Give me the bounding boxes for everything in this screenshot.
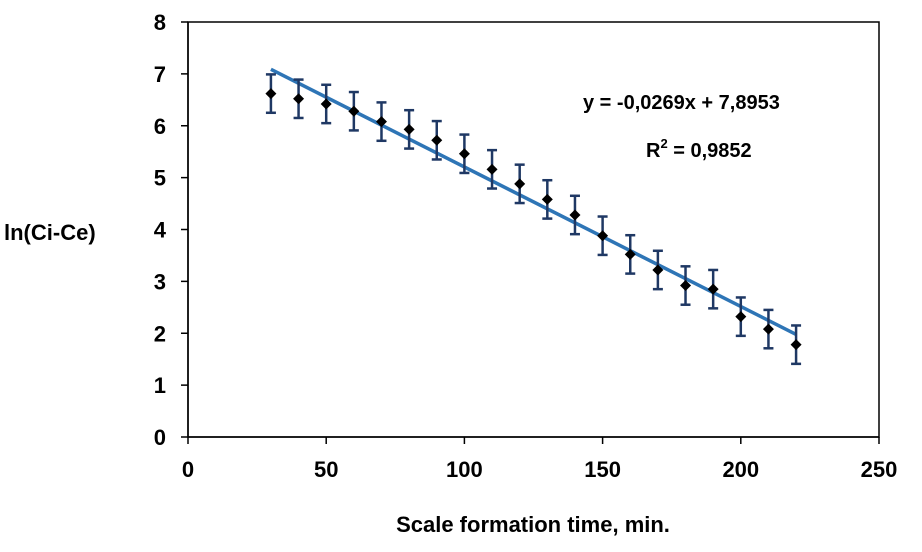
y-tick-label-2: 2 (154, 321, 166, 346)
y-tick-label-8: 8 (154, 10, 166, 35)
y-tick-label-4: 4 (154, 218, 167, 243)
r-squared-value: = 0,9852 (668, 140, 752, 162)
trendline-equation: y = -0,0269x + 7,8953 (583, 92, 780, 114)
x-tick-label-4: 200 (722, 457, 759, 482)
data-point-11 (569, 209, 581, 221)
data-point-9 (514, 178, 526, 190)
data-point-3 (348, 105, 360, 117)
y-tick-label-5: 5 (154, 166, 166, 191)
data-point-2 (320, 98, 332, 110)
y-axis-title: ln(Ci-Ce) (4, 220, 96, 245)
plot-area (187, 21, 880, 438)
y-axis-ticks (181, 21, 188, 438)
y-tick-label-1: 1 (154, 373, 166, 398)
x-tick-label-1: 50 (314, 457, 338, 482)
data-point-12 (597, 230, 609, 242)
x-tick-label-5: 250 (861, 457, 898, 482)
data-point-6 (431, 134, 443, 146)
y-tick-label-3: 3 (154, 269, 166, 294)
data-point-10 (541, 193, 553, 205)
trendline (270, 67, 797, 336)
y-tick-label-6: 6 (154, 114, 166, 139)
x-axis-title: Scale formation time, min. (396, 512, 670, 537)
x-tick-label-0: 0 (182, 457, 194, 482)
data-point-15 (680, 280, 692, 292)
x-axis-ticks (187, 437, 880, 444)
data-point-1 (293, 93, 305, 105)
data-point-13 (624, 248, 636, 260)
data-point-19 (790, 339, 802, 351)
data-point-8 (486, 163, 498, 175)
x-tick-label-3: 150 (584, 457, 621, 482)
x-tick-label-2: 100 (446, 457, 483, 482)
r-squared: R2 = 0,9852 (646, 136, 752, 162)
data-point-5 (403, 123, 415, 135)
data-point-18 (762, 323, 774, 335)
data-point-14 (652, 264, 664, 276)
y-axis-tick-labels: 0 1 2 3 4 5 6 7 8 (154, 10, 167, 450)
data-point-7 (458, 148, 470, 160)
data-point-4 (375, 116, 387, 128)
r-squared-superscript: 2 (660, 136, 667, 151)
r-squared-prefix: R (646, 140, 661, 162)
data-point-17 (735, 311, 747, 323)
y-tick-label-0: 0 (154, 425, 166, 450)
data-point-16 (707, 283, 719, 295)
error-bars (265, 73, 802, 366)
data-points (265, 88, 802, 351)
y-tick-label-7: 7 (154, 62, 166, 87)
x-axis-tick-labels: 0 50 100 150 200 250 (182, 457, 897, 482)
data-point-0 (265, 88, 277, 100)
